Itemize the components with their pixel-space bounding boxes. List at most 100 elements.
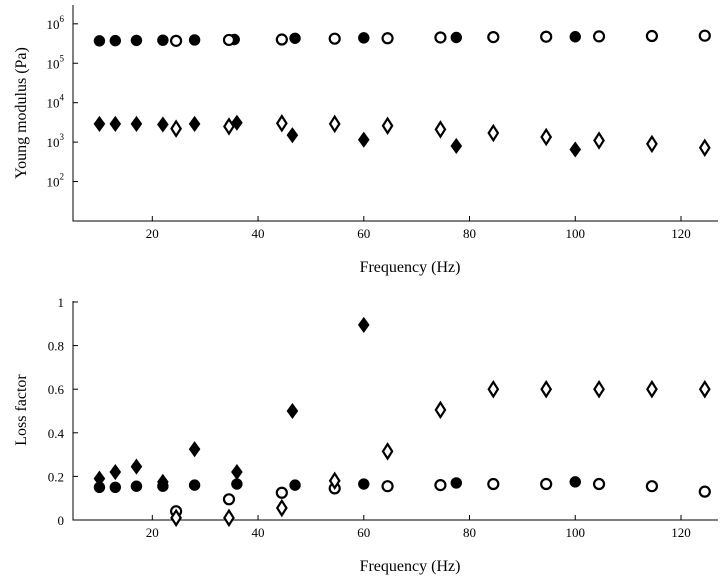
series-2-point-8 [450, 137, 463, 155]
x-tick-label: 120 [671, 226, 691, 241]
series-open-diamond [170, 379, 711, 528]
series-2-point-5 [231, 463, 243, 481]
x-tick-label: 60 [357, 525, 370, 540]
series-filled-diamond [93, 114, 582, 158]
series-1-point-4 [381, 32, 394, 45]
young-modulus-y-label: Young modulus (Pa) [13, 47, 30, 179]
y-tick-label: 106 [47, 14, 65, 32]
series-3-point-10 [698, 379, 711, 399]
loss-factor-x-label: Frequency (Hz) [360, 558, 461, 575]
series-3-point-5 [434, 120, 447, 139]
x-tick-label: 60 [357, 226, 370, 241]
series-0-point-9 [569, 31, 581, 43]
series-3-point-4 [381, 442, 394, 461]
series-0-point-1 [109, 34, 121, 47]
series-0-point-2 [130, 34, 143, 47]
series-1-point-10 [698, 485, 711, 498]
series-0-point-0 [93, 35, 106, 47]
series-3-point-2 [275, 498, 288, 518]
series-1-point-5 [434, 31, 447, 44]
y-tick-label: 1 [58, 295, 65, 310]
y-tick-base: 10 [47, 56, 60, 71]
y-tick-label: 104 [47, 93, 65, 111]
series-1-point-6 [487, 477, 500, 491]
series-2-point-3 [157, 473, 169, 490]
series-open-circle [169, 477, 711, 518]
x-tick-label: 40 [252, 226, 265, 241]
series-3-point-4 [381, 116, 394, 136]
series-3-point-3 [328, 471, 341, 491]
series-1-point-3 [328, 32, 341, 45]
y-tick-label: 0.2 [48, 469, 64, 484]
series-3-point-3 [328, 114, 341, 134]
x-tick-label: 40 [252, 525, 265, 540]
series-0-point-5 [231, 478, 243, 490]
series-0-point-8 [450, 31, 462, 44]
y-tick-label: 103 [47, 132, 65, 150]
series-1-point-8 [592, 477, 606, 491]
series-1-point-6 [487, 31, 500, 44]
series-2-point-2 [130, 458, 143, 475]
series-3-point-2 [275, 114, 288, 133]
series-0-point-6 [289, 32, 301, 44]
series-3-point-5 [434, 400, 447, 420]
series-2-point-7 [357, 131, 370, 148]
series-0-point-3 [157, 34, 169, 46]
series-3-point-8 [593, 379, 605, 399]
series-2-point-4 [188, 115, 201, 132]
series-2-point-5 [231, 114, 243, 131]
series-filled-diamond [93, 316, 370, 490]
series-0-point-2 [130, 480, 143, 492]
young-modulus-marks [93, 29, 711, 158]
series-0-point-9 [569, 476, 581, 488]
series-0-point-4 [188, 479, 201, 491]
y-tick-exponent: 4 [60, 93, 65, 103]
series-open-circle [169, 29, 711, 47]
y-tick-label: 102 [47, 172, 65, 190]
x-tick-label: 20 [146, 525, 159, 540]
series-open-diamond [170, 114, 711, 157]
series-2-point-6 [286, 127, 299, 144]
series-3-point-9 [646, 379, 658, 399]
series-1-point-1 [222, 33, 236, 47]
x-tick-label: 80 [463, 525, 476, 540]
series-1-point-5 [434, 479, 447, 492]
series-2-point-4 [188, 441, 201, 458]
young-modulus-x-label: Frequency (Hz) [360, 259, 461, 276]
series-3-point-6 [487, 379, 500, 399]
series-3-point-0 [170, 119, 182, 138]
y-tick-label: 105 [47, 53, 65, 71]
series-0-point-4 [188, 34, 201, 46]
series-1-point-1 [222, 493, 236, 506]
series-2-point-1 [109, 115, 122, 132]
series-1-point-0 [169, 34, 183, 47]
loss-factor-y-ticks: 0 0.2 0.4 0.6 0.8 1 [48, 295, 78, 528]
series-1-point-9 [645, 480, 659, 493]
series-2-point-2 [130, 115, 143, 132]
series-1-point-7 [540, 477, 553, 491]
series-3-point-6 [487, 123, 500, 143]
series-0-point-7 [358, 32, 370, 44]
series-0-point-6 [289, 479, 301, 491]
x-tick-label: 20 [146, 226, 159, 241]
series-3-point-7 [540, 379, 553, 399]
series-0-point-8 [450, 477, 462, 489]
series-1-point-7 [540, 30, 553, 43]
loss-factor-marks [93, 316, 711, 528]
y-tick-base: 10 [47, 175, 60, 190]
x-tick-label: 80 [463, 226, 476, 241]
series-1-point-2 [275, 33, 288, 46]
y-tick-label: 0 [58, 513, 65, 528]
series-1-point-10 [698, 29, 711, 42]
series-1-point-2 [275, 486, 288, 499]
y-tick-exponent: 5 [60, 53, 65, 63]
x-tick-label: 100 [566, 525, 586, 540]
series-2-point-7 [357, 316, 370, 333]
y-tick-label: 0.6 [48, 382, 65, 397]
series-3-point-9 [646, 134, 658, 154]
series-3-point-7 [540, 127, 553, 147]
y-tick-base: 10 [47, 135, 60, 150]
